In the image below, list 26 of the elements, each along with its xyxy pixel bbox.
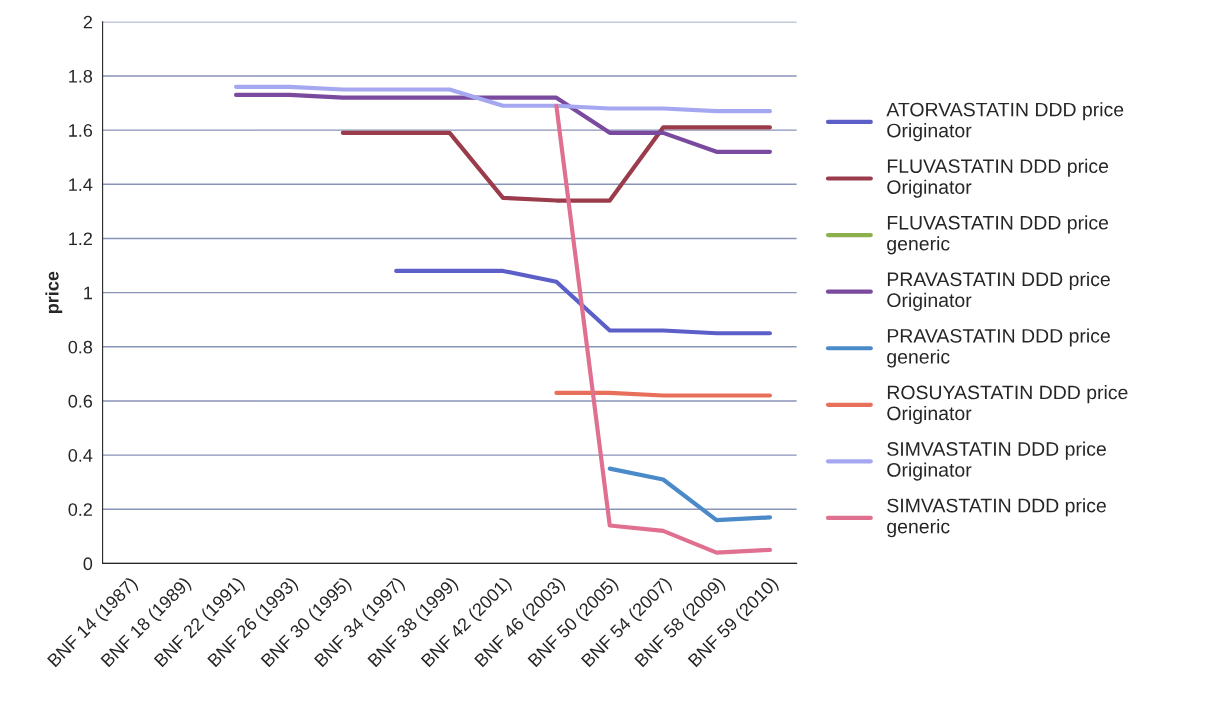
y-tick-label: 1.8 [69, 69, 93, 83]
legend-label: FLUVASTATIN DDD price generic [887, 215, 1109, 255]
line-series [340, 125, 773, 203]
line-series [233, 92, 773, 154]
legend-label: SIMVASTATIN DDD price generic [887, 498, 1106, 538]
y-tick-label: 1.4 [69, 178, 93, 191]
legend-label: PRAVASTATIN DDD price Originator [887, 271, 1110, 311]
y-tick-label: 0.8 [68, 340, 93, 354]
legend-label: ROSUYASTATIN DDD price Originator [887, 385, 1128, 425]
y-tick-label: 0.2 [68, 503, 92, 516]
line-series [394, 268, 773, 336]
y-axis-title: price [45, 271, 63, 313]
line-series [607, 466, 773, 523]
legend-label: PRAVASTATIN DDD price generic [887, 328, 1110, 368]
y-tick-label: 0.6 [68, 394, 93, 408]
line-series [554, 103, 773, 555]
y-tick-label: 1 [84, 286, 92, 300]
legend-label: ATORVASTATIN DDD price Originator [886, 102, 1124, 142]
legend-label: FLUVASTATIN DDD price Originator [887, 158, 1109, 198]
y-tick-label: 1.6 [69, 124, 93, 137]
y-tick-label: 2 [83, 15, 92, 29]
y-tick-label: 0.4 [68, 449, 93, 462]
legend-label: SIMVASTATIN DDD price Originator [887, 441, 1106, 481]
y-tick-label: 1.2 [69, 232, 92, 245]
y-tick-label: 0 [83, 557, 93, 571]
line-series [233, 84, 773, 114]
